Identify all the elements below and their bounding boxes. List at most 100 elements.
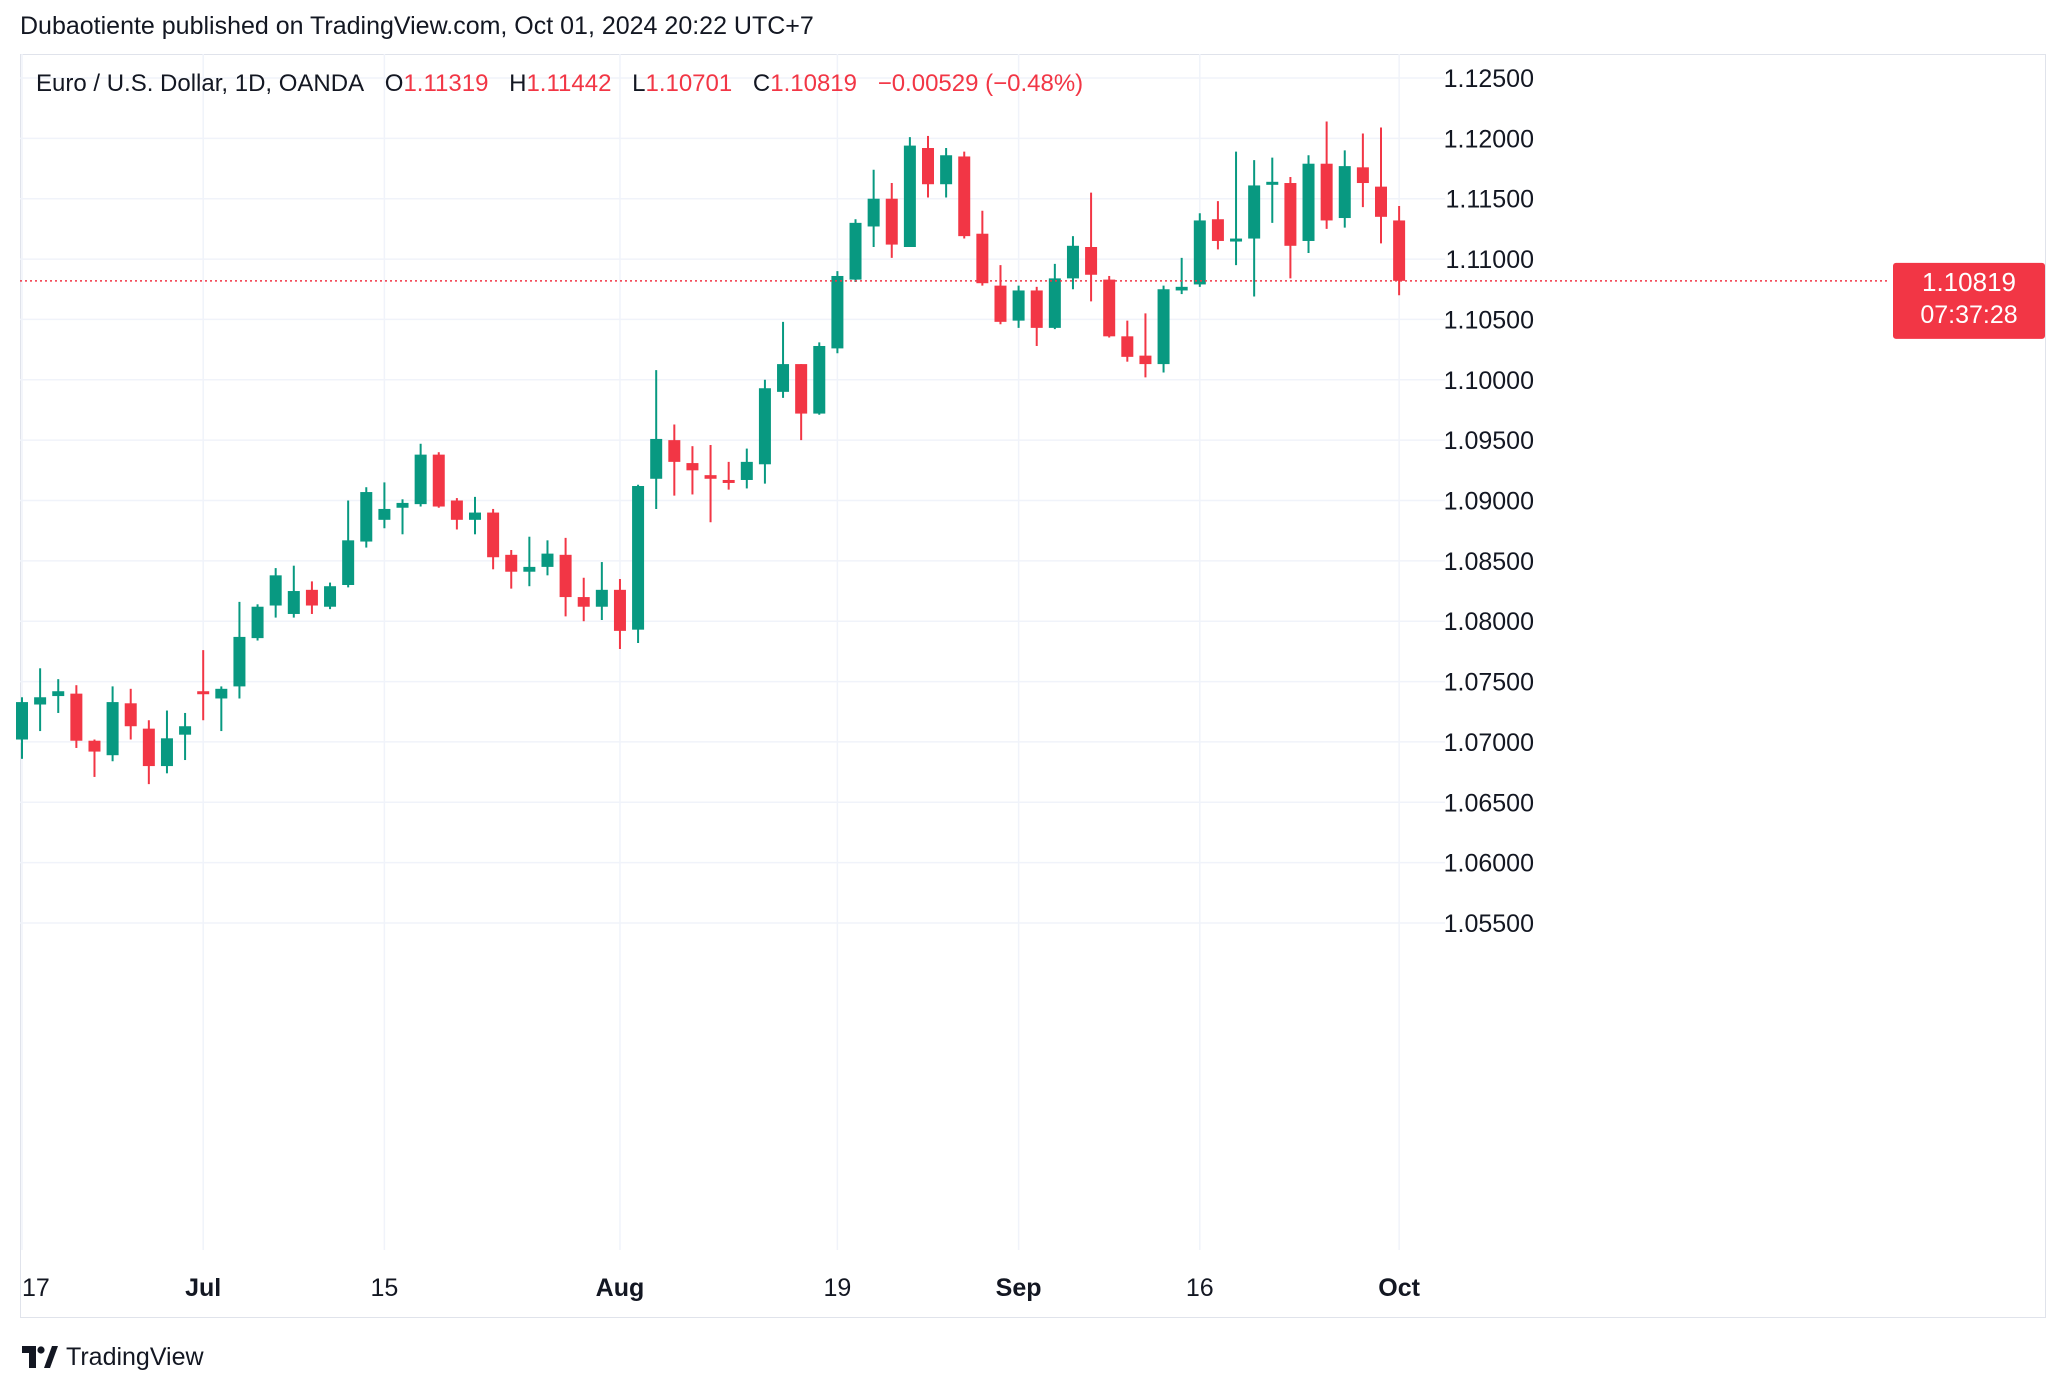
- candle[interactable]: [613, 578, 626, 649]
- candle[interactable]: [1211, 201, 1224, 250]
- candle[interactable]: [994, 265, 1007, 325]
- candle[interactable]: [1103, 275, 1116, 338]
- candle[interactable]: [867, 169, 880, 247]
- candle[interactable]: [1248, 160, 1261, 297]
- candle[interactable]: [958, 151, 971, 239]
- candle[interactable]: [124, 688, 137, 740]
- candle[interactable]: [1302, 155, 1315, 254]
- candle-body: [686, 463, 699, 471]
- candle[interactable]: [1375, 127, 1387, 244]
- candle[interactable]: [758, 379, 771, 484]
- candle[interactable]: [940, 148, 953, 198]
- candle[interactable]: [287, 565, 300, 618]
- candle[interactable]: [305, 581, 318, 614]
- price-tag-background: [1893, 262, 2045, 339]
- candle[interactable]: [1139, 313, 1152, 378]
- candle-body: [1012, 290, 1025, 321]
- candle[interactable]: [505, 549, 518, 589]
- candle-body: [142, 728, 155, 767]
- candle[interactable]: [233, 601, 246, 699]
- candle[interactable]: [269, 568, 282, 618]
- candle[interactable]: [179, 712, 192, 761]
- candle[interactable]: [34, 668, 47, 732]
- candle[interactable]: [686, 446, 699, 495]
- candle[interactable]: [831, 271, 844, 354]
- tradingview-logo-icon: [22, 1346, 58, 1368]
- candle[interactable]: [722, 461, 735, 490]
- candle-body: [867, 198, 880, 227]
- candle[interactable]: [1030, 286, 1043, 346]
- candle-body: [595, 589, 608, 607]
- candle-body: [1211, 219, 1224, 241]
- candle[interactable]: [432, 452, 445, 508]
- candle[interactable]: [52, 679, 65, 713]
- candle[interactable]: [378, 482, 391, 529]
- candle[interactable]: [106, 686, 119, 762]
- candle[interactable]: [1284, 176, 1297, 279]
- candle[interactable]: [1338, 150, 1351, 228]
- candle[interactable]: [1085, 192, 1098, 302]
- candle[interactable]: [541, 540, 554, 576]
- candle[interactable]: [396, 499, 409, 535]
- candle[interactable]: [777, 321, 790, 398]
- candle[interactable]: [160, 710, 173, 774]
- candle[interactable]: [1175, 257, 1188, 295]
- candle[interactable]: [1012, 285, 1025, 328]
- x-tick-label: Aug: [596, 1274, 645, 1302]
- candle[interactable]: [922, 135, 934, 198]
- candle[interactable]: [414, 443, 427, 507]
- x-tick-label: 16: [1186, 1274, 1214, 1302]
- candle[interactable]: [795, 364, 808, 441]
- candle[interactable]: [885, 183, 898, 258]
- candle[interactable]: [1121, 320, 1134, 362]
- candle[interactable]: [324, 582, 337, 610]
- candle-body: [1393, 220, 1406, 281]
- candle[interactable]: [740, 448, 753, 489]
- candle[interactable]: [360, 487, 373, 548]
- y-tick-label: 1.09500: [1444, 427, 1534, 455]
- candle[interactable]: [668, 424, 681, 496]
- candle[interactable]: [215, 686, 228, 732]
- tradingview-logo[interactable]: TradingView: [22, 1340, 204, 1374]
- candle-body: [777, 364, 790, 392]
- candle[interactable]: [976, 210, 989, 286]
- candle[interactable]: [849, 219, 862, 283]
- candle[interactable]: [1393, 205, 1406, 296]
- x-tick-label: Sep: [996, 1274, 1042, 1302]
- candle[interactable]: [632, 484, 645, 643]
- legend-close-value: 1.10819: [770, 70, 858, 97]
- candle-body: [1121, 336, 1134, 357]
- candle[interactable]: [16, 697, 28, 759]
- candle[interactable]: [1266, 157, 1279, 223]
- candle[interactable]: [70, 685, 83, 748]
- candle[interactable]: [1356, 133, 1369, 208]
- candle[interactable]: [595, 562, 608, 621]
- candle[interactable]: [523, 536, 536, 587]
- candle[interactable]: [88, 739, 101, 777]
- candle[interactable]: [251, 604, 264, 641]
- candle-body: [1248, 185, 1261, 239]
- candle[interactable]: [650, 370, 663, 509]
- candle[interactable]: [559, 537, 572, 617]
- candle[interactable]: [1230, 151, 1243, 266]
- candle[interactable]: [903, 137, 916, 247]
- candle[interactable]: [469, 496, 481, 535]
- candle[interactable]: [813, 342, 826, 415]
- candle[interactable]: [1066, 236, 1079, 290]
- candle-body: [505, 554, 518, 572]
- candle[interactable]: [704, 444, 717, 523]
- candle[interactable]: [342, 500, 355, 588]
- y-tick-label: 1.11500: [1445, 186, 1534, 214]
- candle[interactable]: [197, 650, 210, 721]
- candle[interactable]: [577, 577, 590, 622]
- candle[interactable]: [1320, 121, 1333, 229]
- candle[interactable]: [1157, 285, 1170, 373]
- candle[interactable]: [1048, 263, 1061, 330]
- candle-body: [903, 145, 916, 247]
- candle-body: [704, 475, 717, 479]
- candle[interactable]: [450, 498, 463, 530]
- candle[interactable]: [1193, 213, 1206, 287]
- candle[interactable]: [487, 508, 500, 570]
- candle[interactable]: [142, 720, 155, 785]
